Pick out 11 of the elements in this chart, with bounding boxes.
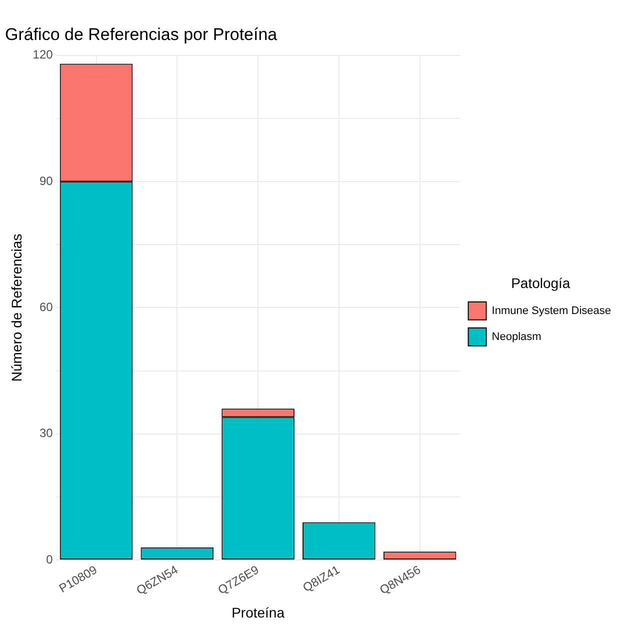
chart-title: Gráfico de Referencias por Proteína: [5, 24, 278, 44]
legend-label: Neoplasm: [492, 330, 542, 343]
legend-label: Inmune System Disease: [492, 304, 611, 317]
y-axis-title: Número de Referencias: [8, 234, 24, 382]
y-tick-label: 90: [39, 174, 54, 188]
y-tick-label: 30: [39, 426, 54, 440]
legend-title: Patología: [511, 274, 570, 291]
x-axis-title: Proteína: [232, 604, 285, 620]
y-tick-label: 0: [46, 552, 54, 566]
y-tick-label: 60: [39, 300, 54, 314]
y-tick-label: 120: [32, 48, 54, 62]
